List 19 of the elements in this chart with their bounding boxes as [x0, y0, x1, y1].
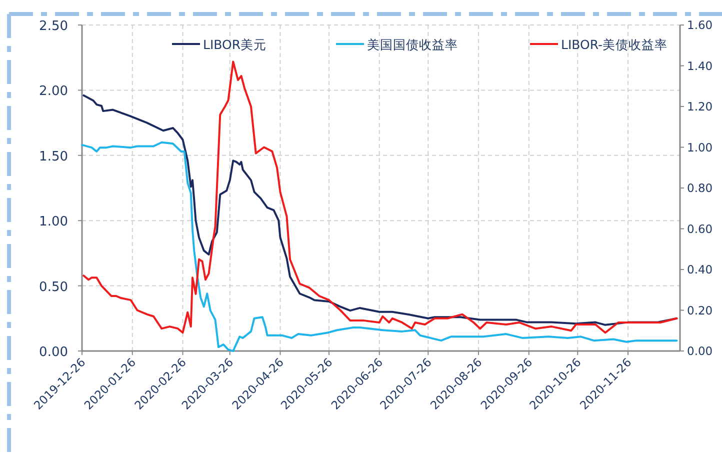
y-tick-label: 0.00 — [39, 345, 68, 360]
y2-tick-label: 1.20 — [687, 100, 713, 114]
y-tick-label: 2.50 — [39, 19, 68, 34]
y2-tick-label: 0.60 — [687, 222, 713, 236]
line-series — [82, 60, 678, 334]
y2-tick-label: 0.00 — [687, 344, 713, 358]
y-tick-label: 1.50 — [39, 149, 68, 164]
y2-tick-label: 0.20 — [687, 303, 713, 318]
y2-tick-label: 1.40 — [687, 58, 713, 73]
y2-tick-label: 0.80 — [687, 181, 713, 195]
legend-label: LIBOR-美债收益率 — [561, 37, 668, 52]
y2-tick-label: 0.40 — [687, 262, 713, 276]
y2-tick-label: 1.00 — [687, 140, 713, 154]
y-tick-label: 1.00 — [39, 214, 68, 230]
y-tick-label: 2.00 — [39, 84, 68, 100]
y2-tick-label: 1.60 — [687, 18, 713, 32]
legend-label: 美国国债收益率 — [367, 37, 458, 52]
y-tick-label: 0.50 — [39, 280, 68, 295]
legend-label: LIBOR美元 — [203, 37, 267, 52]
